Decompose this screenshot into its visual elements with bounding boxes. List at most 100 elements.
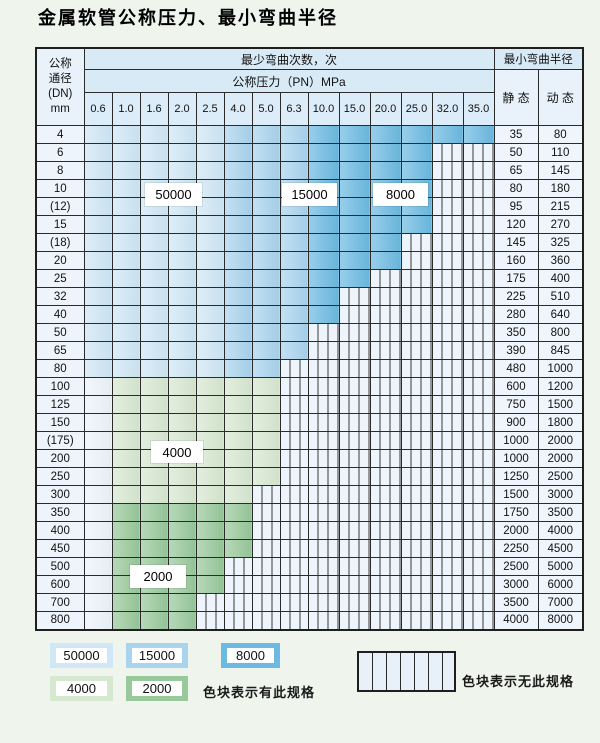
static-radius-value: 175 bbox=[493, 269, 539, 288]
cycle-cell bbox=[167, 503, 197, 522]
cycle-cell bbox=[307, 161, 340, 180]
cycle-cell bbox=[369, 125, 402, 144]
static-radius-value: 4000 bbox=[493, 611, 539, 630]
cycle-cell bbox=[431, 539, 464, 558]
cycle-cell bbox=[111, 305, 141, 324]
cycle-cell bbox=[251, 539, 281, 558]
cycle-cell bbox=[400, 143, 433, 162]
cycle-cell bbox=[167, 215, 197, 234]
static-radius-value: 1000 bbox=[493, 431, 539, 450]
static-radius-value: 50 bbox=[493, 143, 539, 162]
cycle-cell bbox=[223, 125, 253, 144]
table-row-dn-700: 700 3500 7000 bbox=[35, 593, 584, 612]
table-row-dn-300: 300 1500 3000 bbox=[35, 485, 584, 504]
cycle-cell bbox=[400, 287, 433, 306]
cycle-cell bbox=[431, 341, 464, 360]
pressure-column-5.0: 5.0 bbox=[251, 92, 281, 126]
cycle-cell bbox=[279, 341, 309, 360]
static-radius-value: 2500 bbox=[493, 557, 539, 576]
table-row-dn-25: 25 175 400 bbox=[35, 269, 584, 288]
dn-cell: 40 bbox=[35, 305, 85, 324]
cycle-cell bbox=[111, 539, 141, 558]
cycle-cell bbox=[279, 539, 309, 558]
dynamic-radius-value: 6000 bbox=[537, 575, 584, 594]
cycle-cell bbox=[279, 557, 309, 576]
static-radius-value: 1750 bbox=[493, 503, 539, 522]
dynamic-radius-value: 3000 bbox=[537, 485, 584, 504]
cycle-cell bbox=[83, 485, 113, 504]
cycle-cell bbox=[111, 413, 141, 432]
cycle-cell bbox=[338, 179, 371, 198]
cycle-cell bbox=[139, 485, 169, 504]
dn-cell: 250 bbox=[35, 467, 85, 486]
cycle-cell bbox=[462, 377, 495, 396]
dn-cell: 50 bbox=[35, 323, 85, 342]
cycle-cell bbox=[251, 521, 281, 540]
pressure-column-32.0: 32.0 bbox=[431, 92, 464, 126]
table-row-dn-65: 65 390 845 bbox=[35, 341, 584, 360]
cycle-cell bbox=[83, 161, 113, 180]
table-row-dn-50: 50 350 800 bbox=[35, 323, 584, 342]
dynamic-radius-value: 1500 bbox=[537, 395, 584, 414]
cycle-cell bbox=[83, 323, 113, 342]
cycle-cell bbox=[223, 233, 253, 252]
cycle-cell bbox=[83, 359, 113, 378]
cycle-cell bbox=[251, 611, 281, 630]
cycle-cell bbox=[400, 395, 433, 414]
dn-cell: 20 bbox=[35, 251, 85, 270]
cycle-cell bbox=[195, 467, 225, 486]
cycle-cell bbox=[307, 359, 340, 378]
cycle-cell bbox=[338, 323, 371, 342]
cycle-cell bbox=[111, 611, 141, 630]
cycle-cell bbox=[251, 305, 281, 324]
cycle-cell bbox=[279, 143, 309, 162]
dynamic-radius-value: 1200 bbox=[537, 377, 584, 396]
cycle-cell bbox=[195, 377, 225, 396]
cycle-cell bbox=[251, 359, 281, 378]
cycle-cell bbox=[223, 287, 253, 306]
cycle-cell bbox=[195, 341, 225, 360]
static-radius-value: 350 bbox=[493, 323, 539, 342]
cycle-cell bbox=[83, 179, 113, 198]
cycle-cell bbox=[400, 503, 433, 522]
cycle-cell bbox=[462, 431, 495, 450]
cycle-cell bbox=[338, 413, 371, 432]
cycle-cell bbox=[279, 215, 309, 234]
cycle-cell bbox=[369, 521, 402, 540]
cycle-cell bbox=[167, 125, 197, 144]
cycle-cell bbox=[111, 395, 141, 414]
cycle-cell bbox=[83, 431, 113, 450]
table-row-dn-400: 400 2000 4000 bbox=[35, 521, 584, 540]
cycle-cell bbox=[431, 431, 464, 450]
cycle-cell bbox=[167, 287, 197, 306]
cycle-cell bbox=[195, 251, 225, 270]
cycle-cell bbox=[195, 269, 225, 288]
cycle-cell bbox=[223, 539, 253, 558]
cycle-cell bbox=[431, 557, 464, 576]
static-radius-value: 80 bbox=[493, 179, 539, 198]
cycle-cell bbox=[111, 323, 141, 342]
cycle-cell bbox=[83, 143, 113, 162]
cycle-cell bbox=[279, 413, 309, 432]
cycle-cell bbox=[251, 341, 281, 360]
cycle-cell bbox=[431, 215, 464, 234]
cycle-cell bbox=[400, 593, 433, 612]
dynamic-radius-value: 640 bbox=[537, 305, 584, 324]
dn-cell: 600 bbox=[35, 575, 85, 594]
cycle-cell bbox=[307, 377, 340, 396]
cycle-cell bbox=[369, 611, 402, 630]
cycle-cell bbox=[111, 341, 141, 360]
cycle-cell bbox=[111, 485, 141, 504]
cycle-cell bbox=[431, 449, 464, 468]
cycle-cell bbox=[431, 485, 464, 504]
cycle-cell bbox=[83, 611, 113, 630]
cycle-cell bbox=[251, 143, 281, 162]
cycle-cell bbox=[369, 377, 402, 396]
cycle-cell bbox=[307, 539, 340, 558]
cycle-cell bbox=[223, 359, 253, 378]
cycle-cell bbox=[400, 575, 433, 594]
cycle-cell bbox=[279, 467, 309, 486]
cycle-cell bbox=[338, 503, 371, 522]
cycle-cell bbox=[83, 233, 113, 252]
